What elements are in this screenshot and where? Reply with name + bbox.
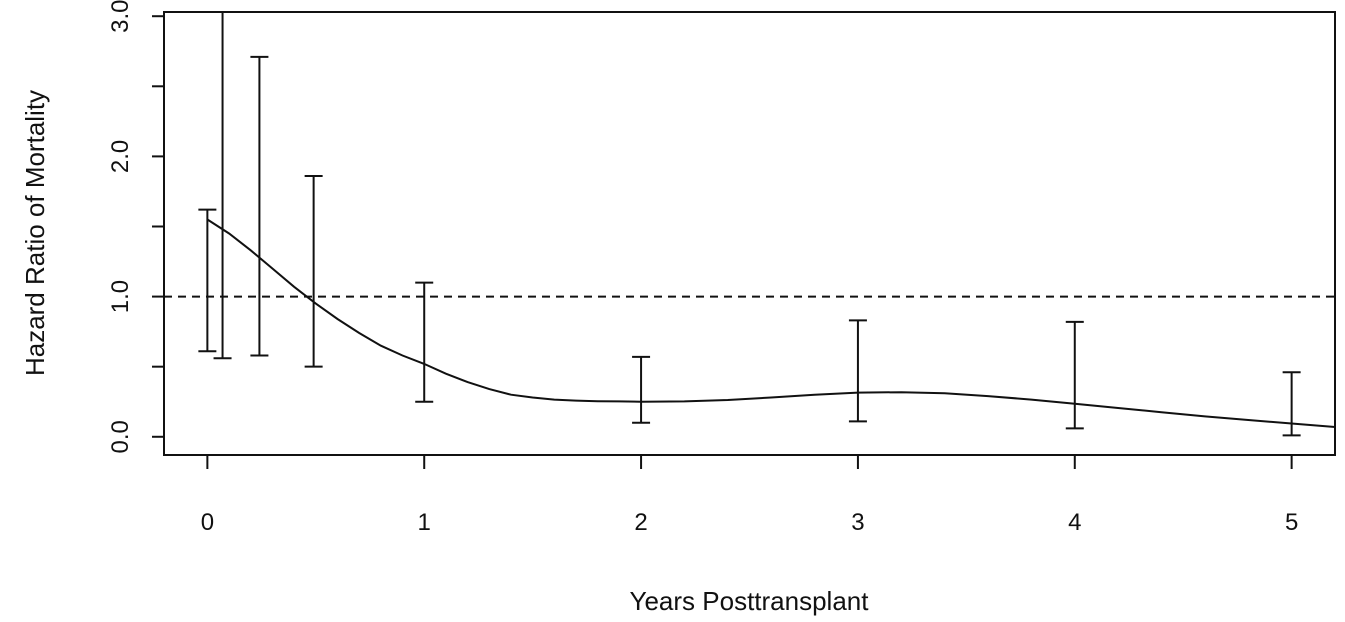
- x-tick-label: 0: [201, 509, 214, 536]
- x-tick-label: 4: [1068, 509, 1081, 536]
- plot-content: [164, 12, 1335, 437]
- x-tick-label: 5: [1285, 509, 1298, 536]
- x-axis-label: Years Posttransplant: [630, 586, 870, 616]
- plot-area: [164, 12, 1335, 437]
- x-axis: 0 1 2 3 4 5: [201, 455, 1298, 536]
- y-tick-label: 1.0: [107, 280, 134, 313]
- y-axis-label: Hazard Ratio of Mortality: [20, 90, 50, 376]
- x-tick-label: 2: [634, 509, 647, 536]
- plot-frame: [163, 11, 1336, 456]
- x-tick-label: 3: [851, 509, 864, 536]
- y-tick-label: 3.0: [107, 0, 134, 33]
- y-axis: 0.0 1.0 2.0 3.0: [107, 0, 164, 453]
- hazard-ratio-curve: [206, 218, 1335, 428]
- x-tick-label: 1: [418, 509, 431, 536]
- y-tick-label: 2.0: [107, 140, 134, 173]
- y-tick-label: 0.0: [107, 420, 134, 453]
